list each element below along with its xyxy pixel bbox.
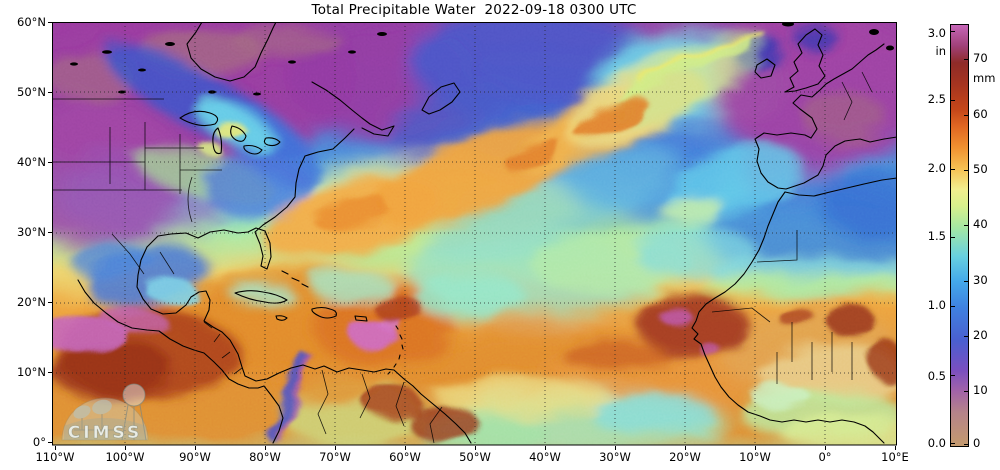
plot-frame xyxy=(52,22,897,446)
colorbar-in-tick: 0.0 xyxy=(927,436,946,450)
logo-dish-icon xyxy=(92,399,112,415)
colorbar-mm-tick: 10 xyxy=(973,383,988,397)
y-tick-label: 60°N xyxy=(17,15,46,29)
logo-dish-icon xyxy=(73,405,91,419)
x-tick-label: 60°W xyxy=(389,450,421,464)
tpw-field: CIMSS xyxy=(53,23,896,445)
map-plot-area: CIMSS xyxy=(52,22,897,446)
y-tick-label: 20°N xyxy=(17,295,46,309)
x-tick-label: 110°W xyxy=(35,450,75,464)
figure-title: Total Precipitable Water 2022-09-18 0300… xyxy=(311,2,637,18)
colorbar-mm-tick: 70 xyxy=(973,51,988,65)
colorbar xyxy=(950,24,969,447)
y-tick-label: 10°N xyxy=(17,365,46,379)
political-borders xyxy=(53,71,873,444)
x-tick-label: 10°E xyxy=(881,450,909,464)
colorbar-mm-tick: 60 xyxy=(973,107,988,121)
x-tick-label: 30°W xyxy=(599,450,631,464)
colorbar-in-tick: 2.5 xyxy=(927,92,946,106)
colorbar-in-tick: 1.0 xyxy=(927,298,946,312)
colorbar-mm-tick: 30 xyxy=(973,273,988,287)
x-tick-label: 90°W xyxy=(179,450,211,464)
colorbar-in-tick: 3.0 xyxy=(927,26,946,40)
y-tick-label: 40°N xyxy=(17,155,46,169)
colorbar-in-unit: in xyxy=(935,44,946,58)
colorbar-mm-tick: 20 xyxy=(973,328,988,342)
y-tick-label: 0° xyxy=(32,435,46,449)
y-tick-label: 50°N xyxy=(17,85,46,99)
colorbar-mm-tick: 50 xyxy=(973,162,988,176)
colorbar-mm-tick: 40 xyxy=(973,217,988,231)
y-tick-label: 30°N xyxy=(17,225,46,239)
map-canvas: CIMSS xyxy=(52,22,897,446)
logo-text: CIMSS xyxy=(68,423,142,443)
colorbar-mm-tick: 0 xyxy=(973,436,981,450)
x-tick-label: 70°W xyxy=(319,450,351,464)
coastlines xyxy=(77,23,896,444)
x-tick-label: 20°W xyxy=(669,450,701,464)
x-tick-label: 0° xyxy=(818,450,832,464)
colorbar-in-tick: 1.5 xyxy=(927,229,946,243)
x-tick-label: 80°W xyxy=(249,450,281,464)
x-tick-label: 10°W xyxy=(739,450,771,464)
lake-flecks xyxy=(70,23,894,96)
x-tick-label: 40°W xyxy=(529,450,561,464)
colorbar-in-tick: 0.5 xyxy=(927,369,946,383)
cimss-logo: CIMSS xyxy=(61,383,149,443)
colorbar-in-tick: 2.0 xyxy=(927,161,946,175)
colorbar-mm-unit: mm xyxy=(973,71,996,85)
x-tick-label: 100°W xyxy=(105,450,145,464)
logo-balloon-icon xyxy=(122,383,146,407)
x-tick-label: 50°W xyxy=(459,450,491,464)
